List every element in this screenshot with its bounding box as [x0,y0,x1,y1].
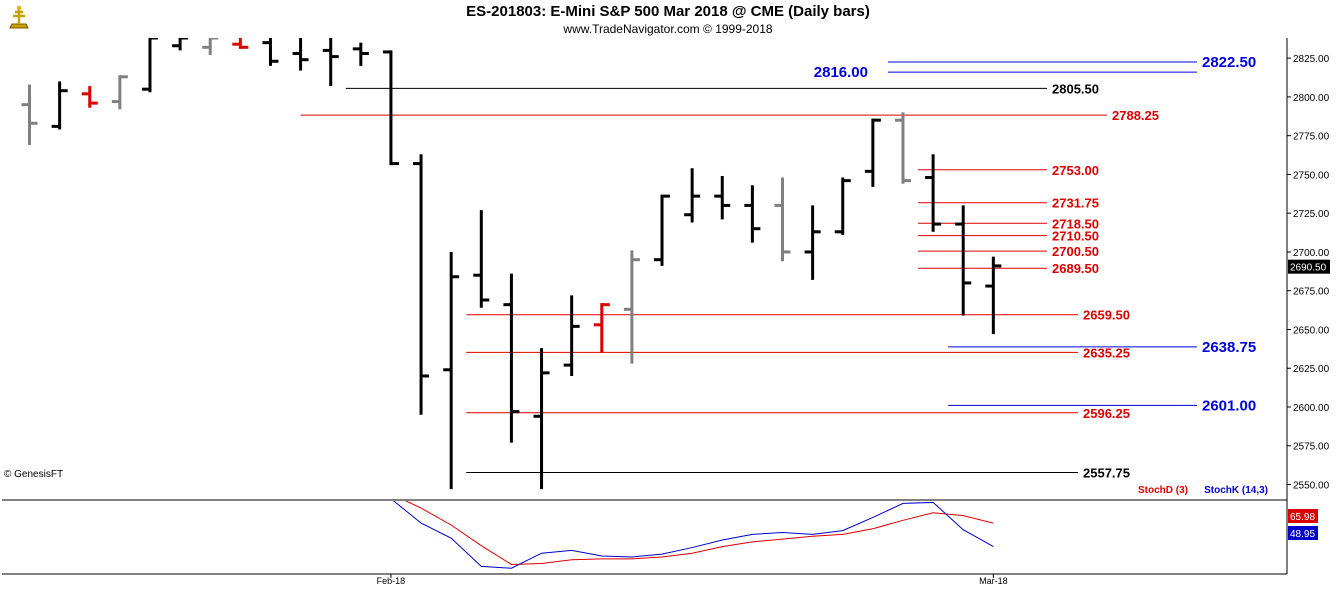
genesis-watermark: © GenesisFT [4,469,64,480]
ohlc-bar [864,118,881,187]
y-tick-label: 2550.00 [1293,480,1330,491]
ohlc-bar [623,250,640,364]
y-tick-label: 2725.00 [1293,209,1330,220]
ohlc-bar [413,154,430,415]
level-label: 2805.50 [1052,81,1099,96]
chart-title: ES-201803: E-Mini S&P 500 Mar 2018 @ CME… [466,3,870,20]
legend-stoch-d: StochD (3) [1138,485,1188,496]
level-label: 2816.00 [814,64,868,81]
ohlc-bar [985,256,1002,335]
level-label: 2689.50 [1052,261,1099,276]
ohlc-bar [593,303,610,353]
ohlc-bar [744,185,761,243]
ohlc-bar [443,251,460,490]
level-label: 2557.75 [1083,465,1130,480]
ohlc-bar [925,154,942,232]
stoch-d-value: 65.98 [1290,512,1315,523]
ohlc-bar [804,205,821,280]
level-label: 2731.75 [1052,196,1099,211]
y-tick-label: 2775.00 [1293,132,1330,143]
ohlc-bar [322,38,339,87]
ohlc-bar [21,84,38,145]
level-label: 2753.00 [1052,163,1099,178]
ohlc-bar [714,175,731,220]
ohlc-bar [262,38,279,66]
ohlc-bar [894,112,911,184]
ohlc-bar [774,177,791,262]
x-tick-label: Mar-18 [979,576,1008,586]
y-tick-label: 2700.00 [1293,248,1330,259]
ohlc-bar [81,86,98,108]
y-tick-label: 2800.00 [1293,93,1330,104]
ohlc-bars [21,38,1002,490]
ohlc-bar [563,295,580,376]
stoch-series-line [404,501,994,565]
x-tick-label: Feb-18 [377,576,406,586]
level-label: 2718.50 [1052,216,1099,231]
level-label: 2635.25 [1083,345,1130,360]
y-tick-label: 2575.00 [1293,442,1330,453]
ohlc-bar [51,81,68,130]
level-label: 2788.25 [1112,108,1159,123]
y-tick-label: 2650.00 [1293,325,1330,336]
ohlc-bar [533,348,550,490]
ohlc-bar [834,177,851,235]
stoch-k-value-box [1288,526,1318,540]
copyright-text: www.TradeNavigator.com © 1999-2018 [563,22,773,36]
ohlc-bar [232,38,249,49]
stoch-series-line [393,501,994,569]
y-tick-label: 2825.00 [1293,54,1330,65]
tradenavigator-logo-icon [4,4,34,34]
stoch-k-value: 48.95 [1290,529,1315,540]
y-tick-label: 2675.00 [1293,287,1330,298]
level-label: 2700.50 [1052,244,1099,259]
y-tick-label: 2750.00 [1293,170,1330,181]
ohlc-bar [473,210,490,308]
level-label: 2596.25 [1083,406,1130,421]
ohlc-bar [352,42,369,66]
stoch-d-value-box [1288,509,1318,523]
level-label: 2601.00 [1202,397,1256,414]
ohlc-bar [684,168,701,223]
ohlc-bar [111,75,128,110]
ohlc-bar [172,38,189,51]
y-tick-label: 2600.00 [1293,403,1330,414]
legend-stoch-k: StochK (14,3) [1204,485,1268,496]
level-label: 2710.50 [1052,229,1099,244]
last-price-label: 2690.50 [1290,263,1327,274]
level-label: 2659.50 [1083,308,1130,323]
ohlc-bar [141,38,158,93]
ohlc-bar [202,38,219,56]
stochastic-panel [393,501,994,569]
ohlc-bar [955,205,972,316]
level-label: 2638.75 [1202,339,1256,356]
y-tick-label: 2625.00 [1293,364,1330,375]
last-price-box [1288,259,1330,274]
ohlc-bar [382,50,399,166]
ohlc-bar [654,194,671,266]
ohlc-bar [292,38,309,71]
level-label: 2822.50 [1202,54,1256,71]
ohlc-bar [503,273,520,443]
